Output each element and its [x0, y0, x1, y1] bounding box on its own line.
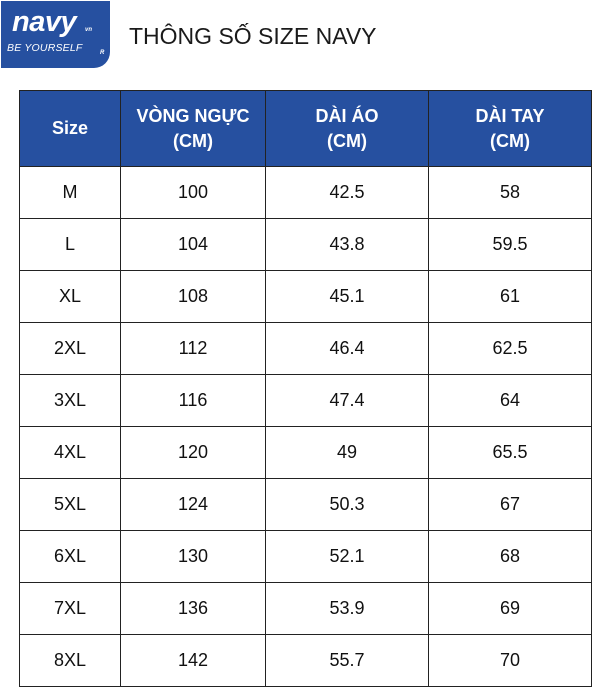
cell-chest: 108: [120, 270, 266, 323]
logo-wordmark: navy: [12, 6, 77, 38]
cell-chest: 100: [120, 166, 266, 219]
cell-chest: 142: [120, 634, 266, 687]
cell-sleeve: 64: [428, 374, 592, 427]
column-header-length: DÀI ÁO (CM): [265, 90, 429, 167]
cell-length: 47.4: [265, 374, 429, 427]
navy-logo: navy vn BE YOURSELF R: [1, 1, 110, 68]
cell-length: 42.5: [265, 166, 429, 219]
table-body: M 100 42.5 58 L 104 43.8 59.5 XL 108 45.1 61 2XL 112 4…: [19, 166, 592, 687]
cell-length: 55.7: [265, 634, 429, 687]
table-row: 7XL 136 53.9 69: [19, 582, 592, 635]
cell-sleeve: 61: [428, 270, 592, 323]
column-header-size: Size: [19, 90, 121, 167]
column-header-sleeve: DÀI TAY (CM): [428, 90, 592, 167]
cell-length: 43.8: [265, 218, 429, 271]
cell-sleeve: 70: [428, 634, 592, 687]
cell-chest: 136: [120, 582, 266, 635]
cell-chest: 130: [120, 530, 266, 583]
cell-sleeve: 58: [428, 166, 592, 219]
logo-tagline: BE YOURSELF: [7, 42, 83, 54]
logo-suffix: vn: [85, 27, 93, 33]
cell-sleeve: 62.5: [428, 322, 592, 375]
cell-length: 49: [265, 426, 429, 479]
cell-chest: 112: [120, 322, 266, 375]
cell-size: 6XL: [19, 530, 121, 583]
table-row: 3XL 116 47.4 64: [19, 374, 592, 427]
cell-sleeve: 68: [428, 530, 592, 583]
cell-length: 46.4: [265, 322, 429, 375]
table-row: 6XL 130 52.1 68: [19, 530, 592, 583]
page-title: THÔNG SỐ SIZE NAVY: [129, 23, 377, 49]
column-header-chest: VÒNG NGỰC (CM): [120, 90, 266, 167]
cell-length: 50.3: [265, 478, 429, 531]
cell-chest: 104: [120, 218, 266, 271]
cell-size: 8XL: [19, 634, 121, 687]
cell-size: 2XL: [19, 322, 121, 375]
table-row: 8XL 142 55.7 70: [19, 634, 592, 687]
cell-size: M: [19, 166, 121, 219]
cell-size: L: [19, 218, 121, 271]
table-row: L 104 43.8 59.5: [19, 218, 592, 271]
table-row: XL 108 45.1 61: [19, 270, 592, 323]
cell-chest: 124: [120, 478, 266, 531]
cell-chest: 116: [120, 374, 266, 427]
cell-sleeve: 59.5: [428, 218, 592, 271]
cell-length: 53.9: [265, 582, 429, 635]
cell-length: 52.1: [265, 530, 429, 583]
cell-length: 45.1: [265, 270, 429, 323]
table-header-row: Size VÒNG NGỰC (CM) DÀI ÁO (CM) DÀI TAY (CM): [19, 90, 592, 167]
table-row: 2XL 112 46.4 62.5: [19, 322, 592, 375]
cell-chest: 120: [120, 426, 266, 479]
cell-size: XL: [19, 270, 121, 323]
registered-mark: R: [100, 50, 105, 56]
size-chart-table: Size VÒNG NGỰC (CM) DÀI ÁO (CM) DÀI TAY (CM) M…: [19, 90, 592, 687]
cell-size: 4XL: [19, 426, 121, 479]
cell-sleeve: 65.5: [428, 426, 592, 479]
cell-size: 5XL: [19, 478, 121, 531]
cell-sleeve: 69: [428, 582, 592, 635]
table-row: M 100 42.5 58: [19, 166, 592, 219]
cell-sleeve: 67: [428, 478, 592, 531]
cell-size: 7XL: [19, 582, 121, 635]
table-row: 5XL 124 50.3 67: [19, 478, 592, 531]
table-row: 4XL 120 49 65.5: [19, 426, 592, 479]
cell-size: 3XL: [19, 374, 121, 427]
